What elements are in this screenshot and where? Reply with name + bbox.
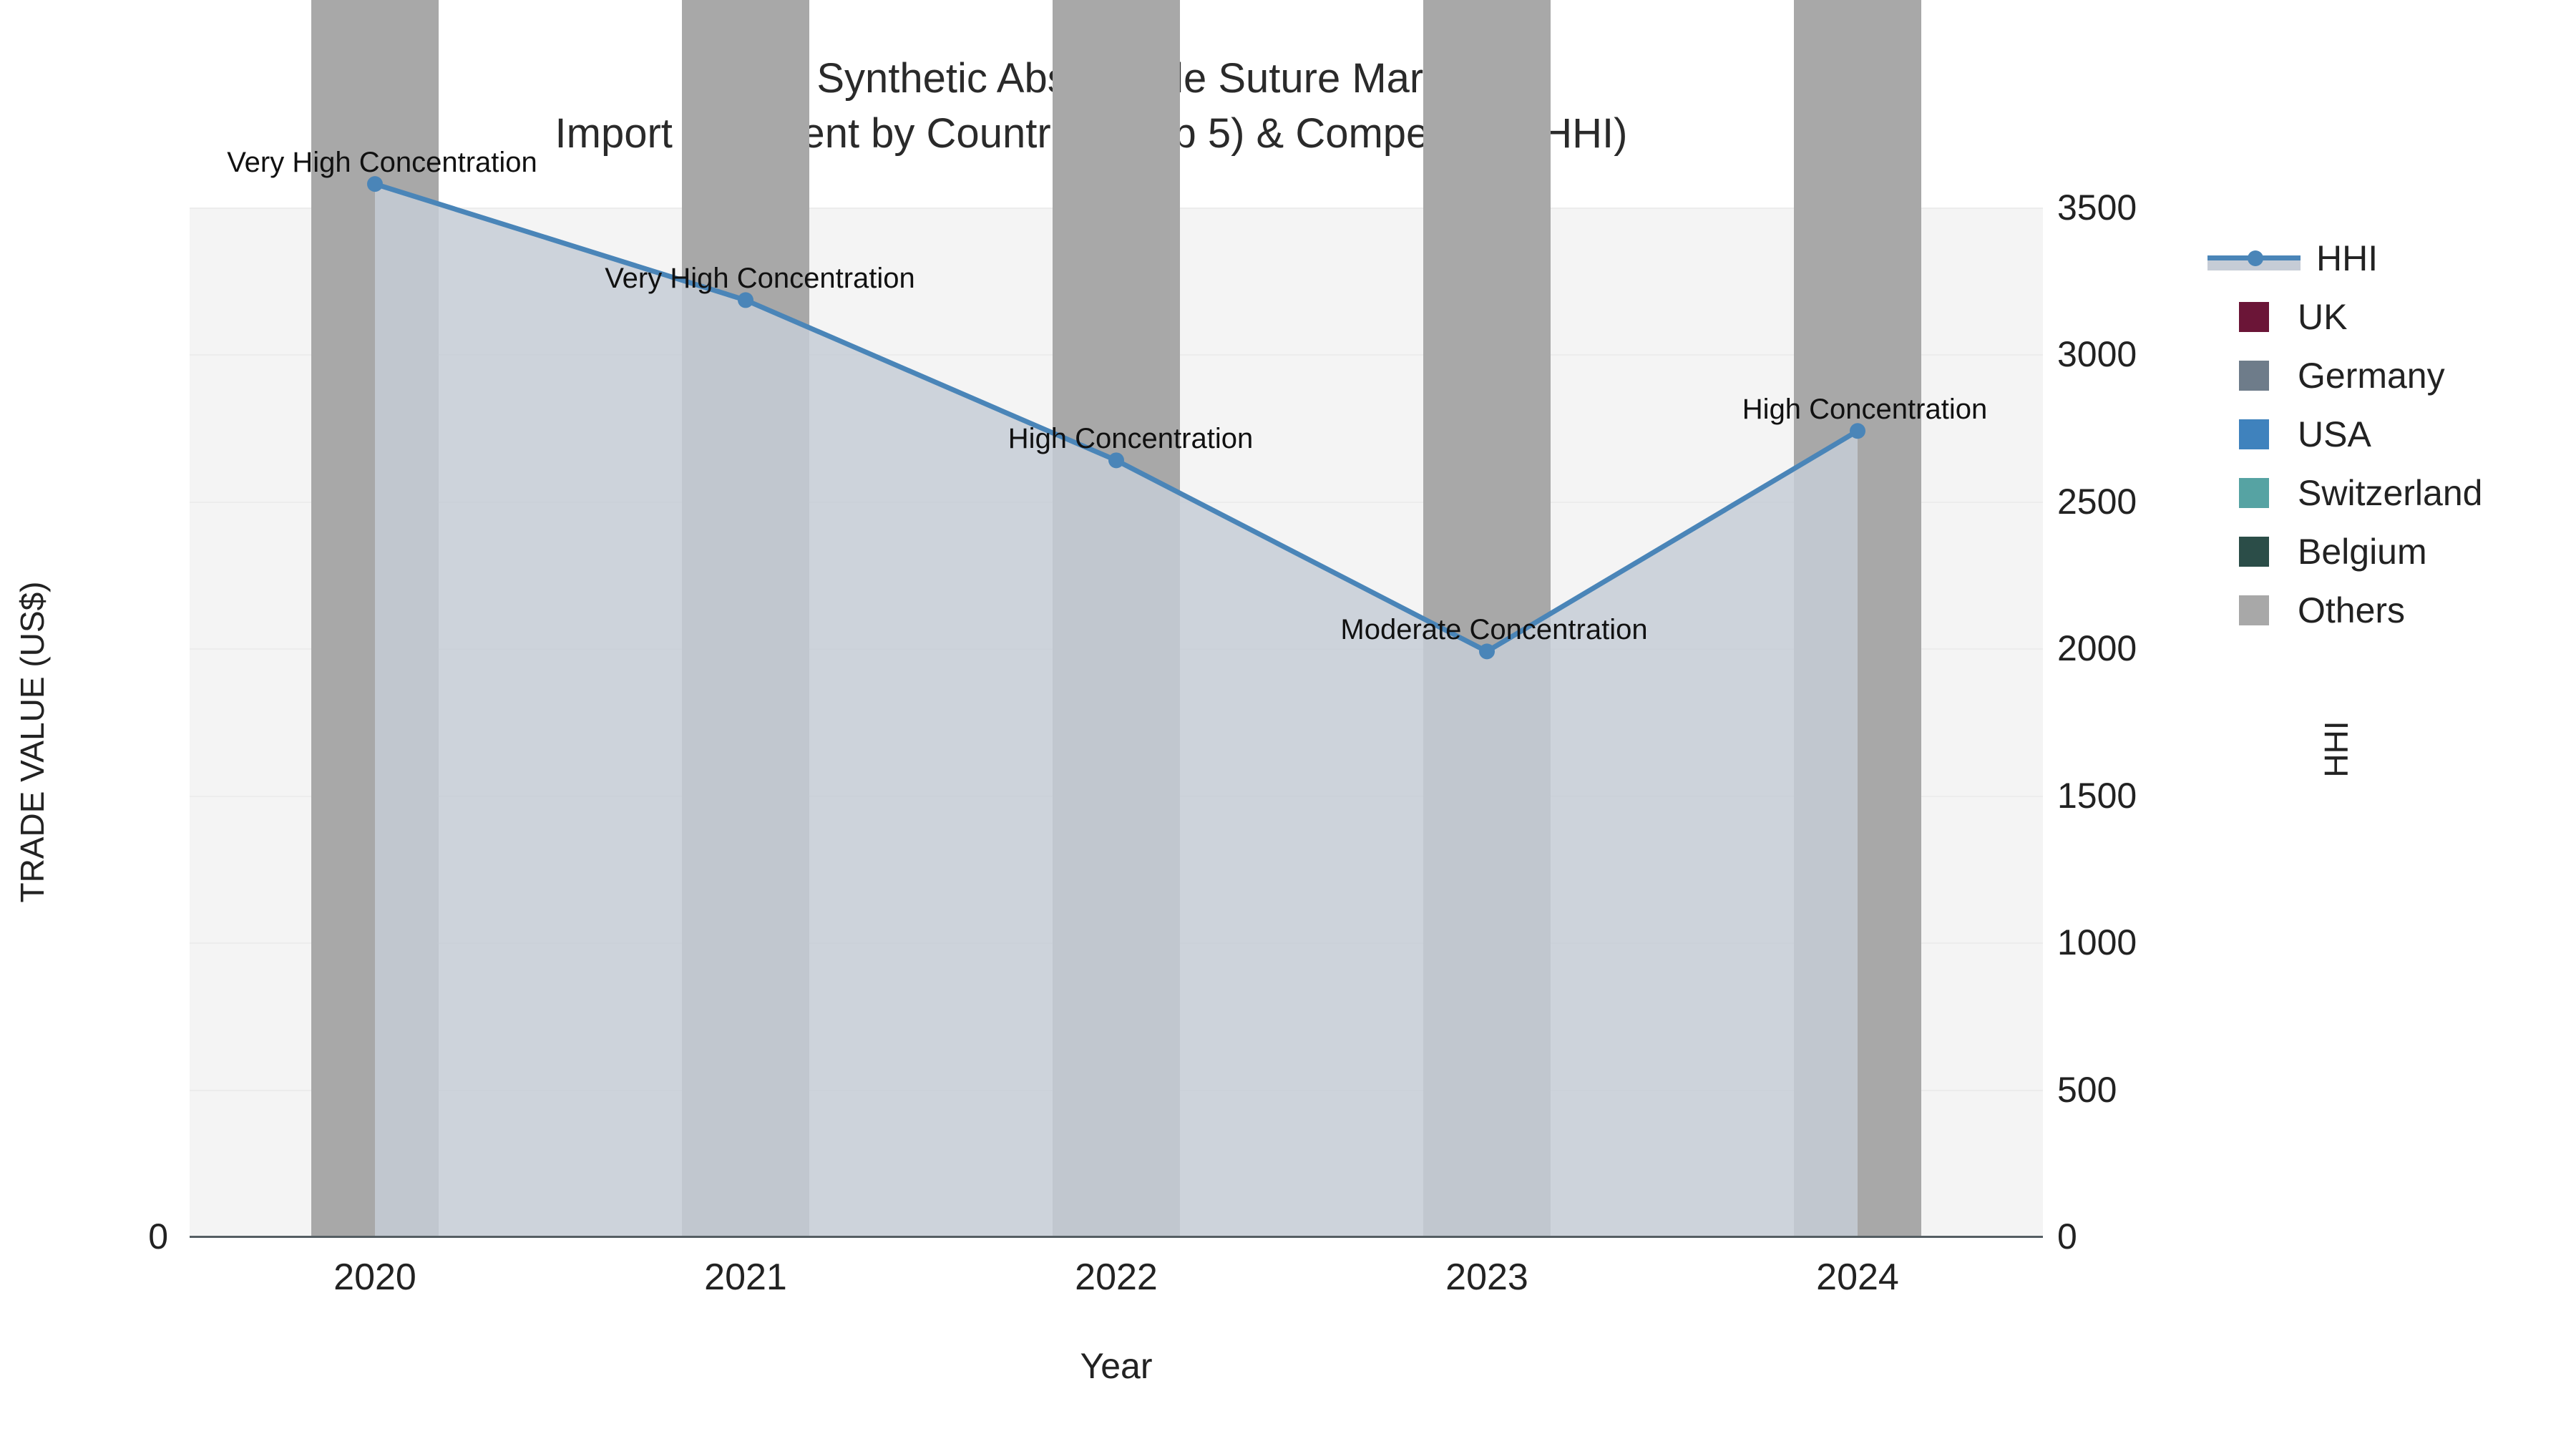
legend-item-belgium[interactable]: Belgium [2207,522,2482,581]
bar-group-2021[interactable] [682,0,809,1236]
legend-item-hhi[interactable]: HHI [2207,229,2482,288]
x-tick-2023: 2023 [1445,1257,1528,1298]
bar-segment-others-2020[interactable] [311,0,439,1236]
legend-label: UK [2298,297,2348,337]
legend-item-germany[interactable]: Germany [2207,346,2482,405]
square-swatch-icon [2239,361,2269,391]
square-swatch-icon [2239,302,2269,332]
x-axis-line [190,1236,2043,1238]
y-tick-left-0: 0 [148,1216,168,1257]
y-tick-right-3000: 3000 [2057,334,2137,375]
bar-group-2020[interactable] [311,0,439,1236]
legend-item-uk[interactable]: UK [2207,288,2482,346]
legend-item-switzerland[interactable]: Switzerland [2207,464,2482,522]
legend-label: USA [2298,414,2371,454]
annotation-2023: Moderate Concentration [1340,614,1648,646]
x-tick-2021: 2021 [704,1257,787,1298]
legend-label: Germany [2298,356,2445,396]
legend: HHI UK Germany USA Switzerland Belgium Others [2207,229,2482,640]
y-axis-right-label: HHI [2318,721,2355,778]
bar-segment-others-2021[interactable] [682,0,809,1236]
legend-label: HHI [2316,238,2379,278]
square-swatch-icon [2239,595,2269,625]
bar-group-2022[interactable] [1053,0,1180,1236]
y-tick-right-3500: 3500 [2057,187,2137,228]
y-tick-right-1000: 1000 [2057,922,2137,963]
y-tick-right-2500: 2500 [2057,481,2137,522]
bar-segment-others-2022[interactable] [1053,0,1180,1236]
legend-item-others[interactable]: Others [2207,581,2482,640]
x-tick-2024: 2024 [1816,1257,1899,1298]
annotation-2020: Very High Concentration [227,147,537,179]
square-swatch-icon [2239,478,2269,508]
annotation-2024: High Concentration [1742,394,1988,426]
square-swatch-icon [2239,537,2269,567]
y-tick-right-2000: 2000 [2057,628,2137,669]
legend-label: Belgium [2298,532,2427,572]
y-tick-right-1500: 1500 [2057,775,2137,816]
annotation-2021: Very High Concentration [605,263,915,295]
x-tick-2022: 2022 [1075,1257,1158,1298]
legend-item-usa[interactable]: USA [2207,405,2482,464]
bar-group-2024[interactable] [1794,0,1921,1236]
y-axis-left-label: TRADE VALUE (US$) [14,581,51,903]
line-marker-icon [2207,243,2301,273]
x-tick-2020: 2020 [333,1257,416,1298]
legend-label: Others [2298,590,2406,630]
x-axis-label: Year [1080,1346,1153,1386]
annotation-2022: High Concentration [1008,423,1254,455]
bar-segment-others-2024[interactable] [1794,0,1921,1236]
legend-label: Switzerland [2298,473,2483,513]
plot-area [190,0,2043,1238]
y-tick-right-0: 0 [2057,1216,2077,1257]
y-tick-right-500: 500 [2057,1069,2117,1110]
square-swatch-icon [2239,419,2269,449]
